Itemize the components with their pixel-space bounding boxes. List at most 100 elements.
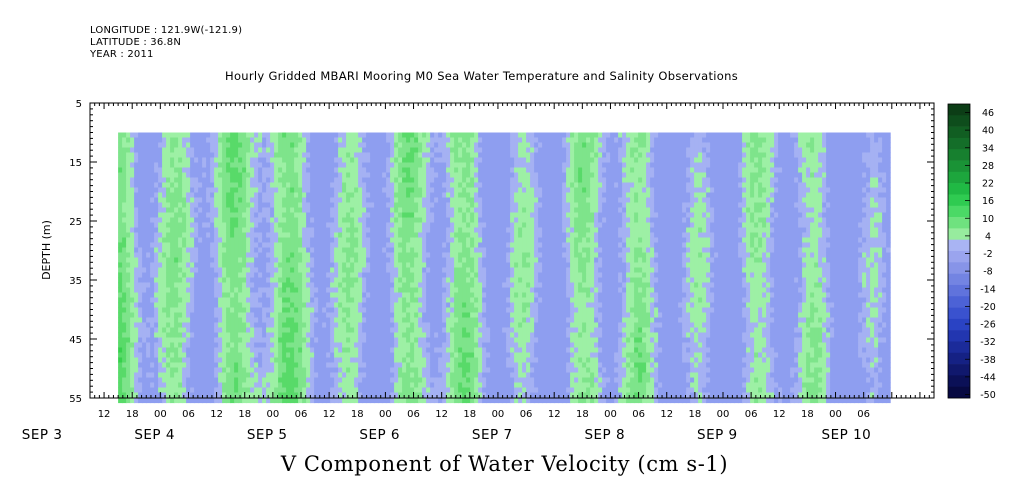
heatmap-cell: [422, 267, 427, 274]
heatmap-cell: [142, 172, 147, 179]
heatmap-cell: [142, 382, 147, 389]
heatmap-cell: [222, 237, 227, 244]
heatmap-cell: [154, 287, 159, 294]
heatmap-cell: [126, 312, 131, 319]
heatmap-cell: [382, 297, 387, 304]
heatmap-cell: [242, 212, 247, 219]
heatmap-cell: [286, 162, 291, 169]
heatmap-cell: [342, 147, 347, 154]
heatmap-cell: [386, 147, 391, 154]
heatmap-cell: [186, 237, 191, 244]
heatmap-cell: [430, 322, 435, 329]
heatmap-cell: [138, 262, 143, 269]
heatmap-cell: [438, 257, 443, 264]
heatmap-cell: [294, 382, 299, 389]
heatmap-cell: [422, 367, 427, 374]
heatmap-cell: [146, 357, 151, 364]
heatmap-cell: [454, 342, 459, 349]
heatmap-cell: [122, 357, 127, 364]
heatmap-cell: [438, 277, 443, 284]
heatmap-cell: [434, 302, 439, 309]
heatmap-cell: [350, 147, 355, 154]
heatmap-cell: [478, 312, 483, 319]
heatmap-cell: [318, 237, 323, 244]
heatmap-cell: [318, 152, 323, 159]
heatmap-cell: [278, 307, 283, 314]
heatmap-cell: [462, 287, 467, 294]
heatmap-cell: [410, 307, 415, 314]
heatmap-cell: [374, 387, 379, 394]
heatmap-cell: [386, 237, 391, 244]
heatmap-cell: [282, 252, 287, 259]
heatmap-cell: [450, 307, 455, 314]
heatmap-cell: [310, 312, 315, 319]
heatmap-cell: [342, 172, 347, 179]
heatmap-cell: [298, 217, 303, 224]
heatmap-cell: [374, 142, 379, 149]
heatmap-cell: [394, 347, 399, 354]
heatmap-cell: [230, 242, 235, 249]
heatmap-cell: [338, 247, 343, 254]
heatmap-cell: [282, 202, 287, 209]
heatmap-cell: [266, 232, 271, 239]
heatmap-cell: [454, 372, 459, 379]
heatmap-cell: [450, 302, 455, 309]
heatmap-cell: [438, 327, 443, 334]
heatmap-cell: [266, 137, 271, 144]
heatmap-cell: [338, 222, 343, 229]
heatmap-cell: [318, 342, 323, 349]
heatmap-cell: [162, 192, 167, 199]
heatmap-cell: [330, 282, 335, 289]
heatmap-cell: [426, 177, 431, 184]
heatmap-cell: [270, 352, 275, 359]
heatmap-cell: [338, 177, 343, 184]
heatmap-cell: [438, 397, 443, 404]
heatmap-cell: [294, 287, 299, 294]
heatmap-cell: [474, 142, 479, 149]
heatmap-cell: [270, 317, 275, 324]
heatmap-cell: [194, 362, 199, 369]
heatmap-cell: [286, 292, 291, 299]
heatmap-cell: [350, 187, 355, 194]
heatmap-cell: [178, 332, 183, 339]
heatmap-cell: [458, 172, 463, 179]
heatmap-cell: [142, 397, 147, 404]
heatmap-cell: [162, 237, 167, 244]
heatmap-cell: [418, 212, 423, 219]
heatmap-cell: [394, 152, 399, 159]
heatmap-cell: [342, 187, 347, 194]
heatmap-cell: [414, 367, 419, 374]
heatmap-cell: [438, 342, 443, 349]
heatmap-cell: [422, 137, 427, 144]
heatmap-cell: [314, 352, 319, 359]
heatmap-cell: [170, 147, 175, 154]
heatmap-cell: [242, 367, 247, 374]
heatmap-cell: [118, 357, 123, 364]
heatmap-cell: [338, 362, 343, 369]
heatmap-cell: [366, 322, 371, 329]
heatmap-cell: [270, 322, 275, 329]
heatmap-cell: [402, 327, 407, 334]
heatmap-cell: [282, 227, 287, 234]
heatmap-cell: [226, 232, 231, 239]
heatmap-cell: [266, 227, 271, 234]
heatmap-cell: [470, 197, 475, 204]
heatmap-cell: [206, 377, 211, 384]
heatmap-cell: [298, 222, 303, 229]
heatmap-cell: [382, 177, 387, 184]
heatmap-cell: [222, 367, 227, 374]
heatmap-cell: [134, 337, 139, 344]
heatmap-cell: [486, 157, 491, 164]
heatmap-cell: [206, 172, 211, 179]
heatmap-cell: [326, 207, 331, 214]
heatmap-cell: [466, 162, 471, 169]
heatmap-cell: [246, 312, 251, 319]
heatmap-cell: [358, 237, 363, 244]
heatmap-cell: [254, 382, 259, 389]
heatmap-cell: [478, 197, 483, 204]
heatmap-cell: [154, 252, 159, 259]
heatmap-cell: [390, 262, 395, 269]
heatmap-cell: [222, 287, 227, 294]
heatmap-cell: [374, 362, 379, 369]
heatmap-cell: [422, 377, 427, 384]
